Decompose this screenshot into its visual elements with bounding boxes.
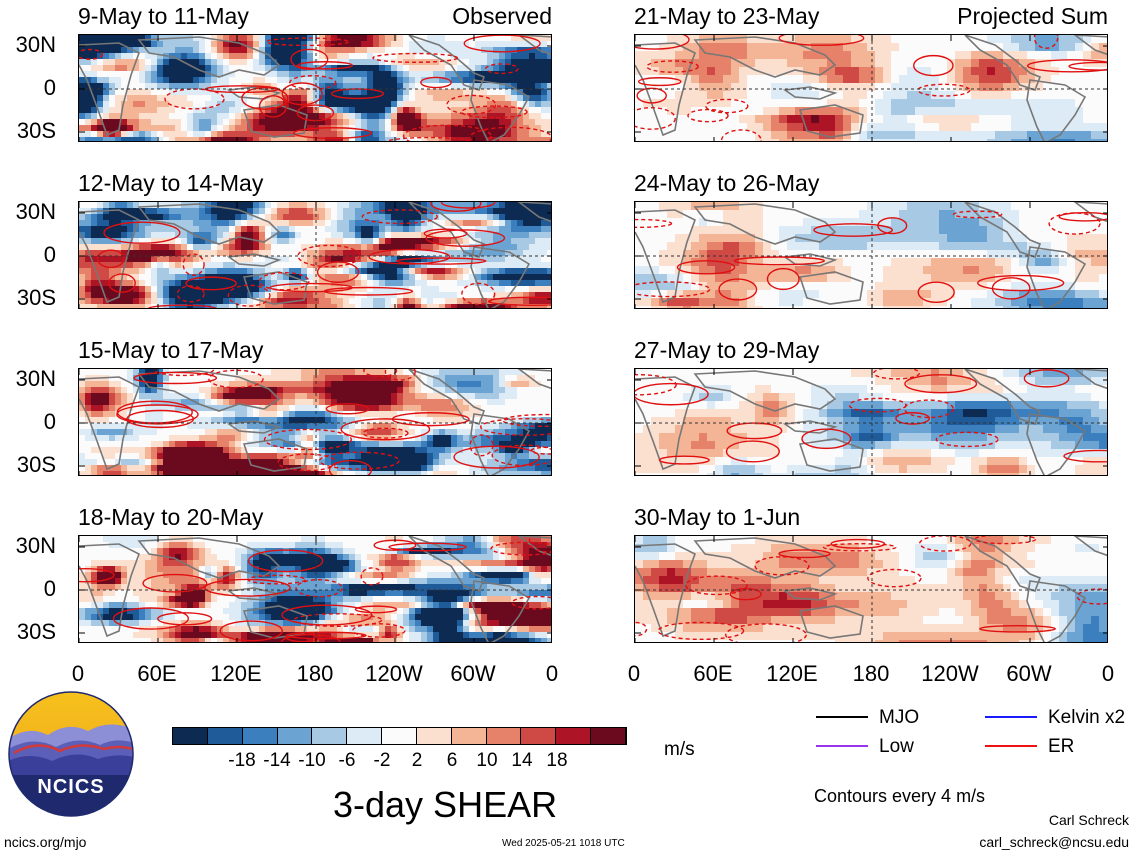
lon-label: 60W [1006,661,1052,686]
lon-label: 0 [71,661,85,686]
colorbar-swatch [416,728,452,744]
colorbar-swatch [451,728,487,744]
colorbar-tick-label: 18 [546,750,568,771]
panel-title: 21-May to 23-May [634,3,820,29]
legend-label: Kelvin x2 [1048,707,1126,728]
footer-email[interactable]: carl_schreck@ncsu.edu [979,834,1129,850]
shear-map-panel [78,201,552,309]
lat-label: 30N [15,366,56,391]
lat-label: 0 [43,242,56,267]
shear-map-panel [634,368,1108,476]
colorbar-swatch [591,728,626,744]
lat-label: 0 [43,576,56,601]
lat-label: 30S [16,619,56,644]
colorbar-tick-label: -14 [263,750,291,771]
lat-label: 30N [15,199,56,224]
panel-title: 30-May to 1-Jun [634,504,801,530]
lon-label: 180 [296,661,334,686]
colorbar-swatch [173,728,208,744]
footer-timestamp: Wed 2025-05-21 1018 UTC [502,838,625,849]
lon-label: 0 [1101,661,1115,686]
panel-title: 12-May to 14-May [78,170,264,196]
footer-site[interactable]: ncics.org/mjo [4,834,87,850]
colorbar [172,727,627,745]
legend-line-kelvin-x2 [985,716,1037,718]
legend-line-er [985,745,1037,747]
shear-map-panel [78,34,552,142]
logo-text: NCICS [37,776,105,798]
lon-label: 0 [545,661,559,686]
lat-label: 30N [15,533,56,558]
shear-map-panel [634,201,1108,309]
lat-label: 30S [16,285,56,310]
panel-title: 9-May to 11-May [78,3,249,29]
footer-author: Carl Schreck [1048,812,1129,828]
colorbar-swatch [207,728,243,744]
panel-tag: Observed [452,3,552,29]
shear-map-panel [634,34,1108,142]
lon-label: 120W [365,661,423,686]
lat-label: 0 [43,409,56,434]
panel-title: 27-May to 29-May [634,337,820,363]
legend-label: MJO [879,707,920,728]
colorbar-units: m/s [664,739,695,760]
colorbar-tick-label: -2 [373,750,391,771]
main-title: 3-day SHEAR [333,784,558,825]
colorbar-tick-label: 2 [411,750,423,771]
colorbar-tick-label: -18 [228,750,256,771]
lat-label: 30S [16,452,56,477]
lat-label: 30S [16,118,56,143]
lat-label: 0 [43,75,56,100]
shear-map-panel [78,368,552,476]
legend-label: Low [879,736,914,757]
lon-label: 60E [137,661,177,686]
colorbar-tick-label: -10 [298,750,326,771]
legend-line-mjo [816,716,868,718]
colorbar-swatch [486,728,522,744]
panel-title: 24-May to 26-May [634,170,820,196]
colorbar-tick-label: 10 [476,750,498,771]
colorbar-tick-label: 6 [446,750,458,771]
lon-label: 60E [693,661,733,686]
colorbar-swatch [312,728,348,744]
colorbar-swatch [242,728,278,744]
colorbar-swatch [556,728,592,744]
colorbar-swatch [277,728,313,744]
shear-map-panel [78,535,552,643]
ncics-logo: NCICS [8,691,134,817]
lon-label: 180 [852,661,890,686]
lon-label: 0 [627,661,641,686]
lon-label: 120E [210,661,262,686]
panel-title: 15-May to 17-May [78,337,264,363]
colorbar-swatch [347,728,383,744]
panel-tag: Projected Sum [957,3,1108,29]
colorbar-tick-label: -6 [338,750,356,771]
shear-map-panel [634,535,1108,643]
lon-label: 120E [766,661,818,686]
lon-label: 60W [450,661,496,686]
lat-label: 30N [15,32,56,57]
lon-label: 120W [921,661,979,686]
colorbar-tick-label: 14 [511,750,533,771]
panel-title: 18-May to 20-May [78,504,264,530]
contour-note: Contours every 4 m/s [814,786,986,806]
colorbar-swatch [382,728,417,744]
legend-label: ER [1048,736,1075,757]
legend-line-low [816,745,868,747]
colorbar-swatch [521,728,557,744]
